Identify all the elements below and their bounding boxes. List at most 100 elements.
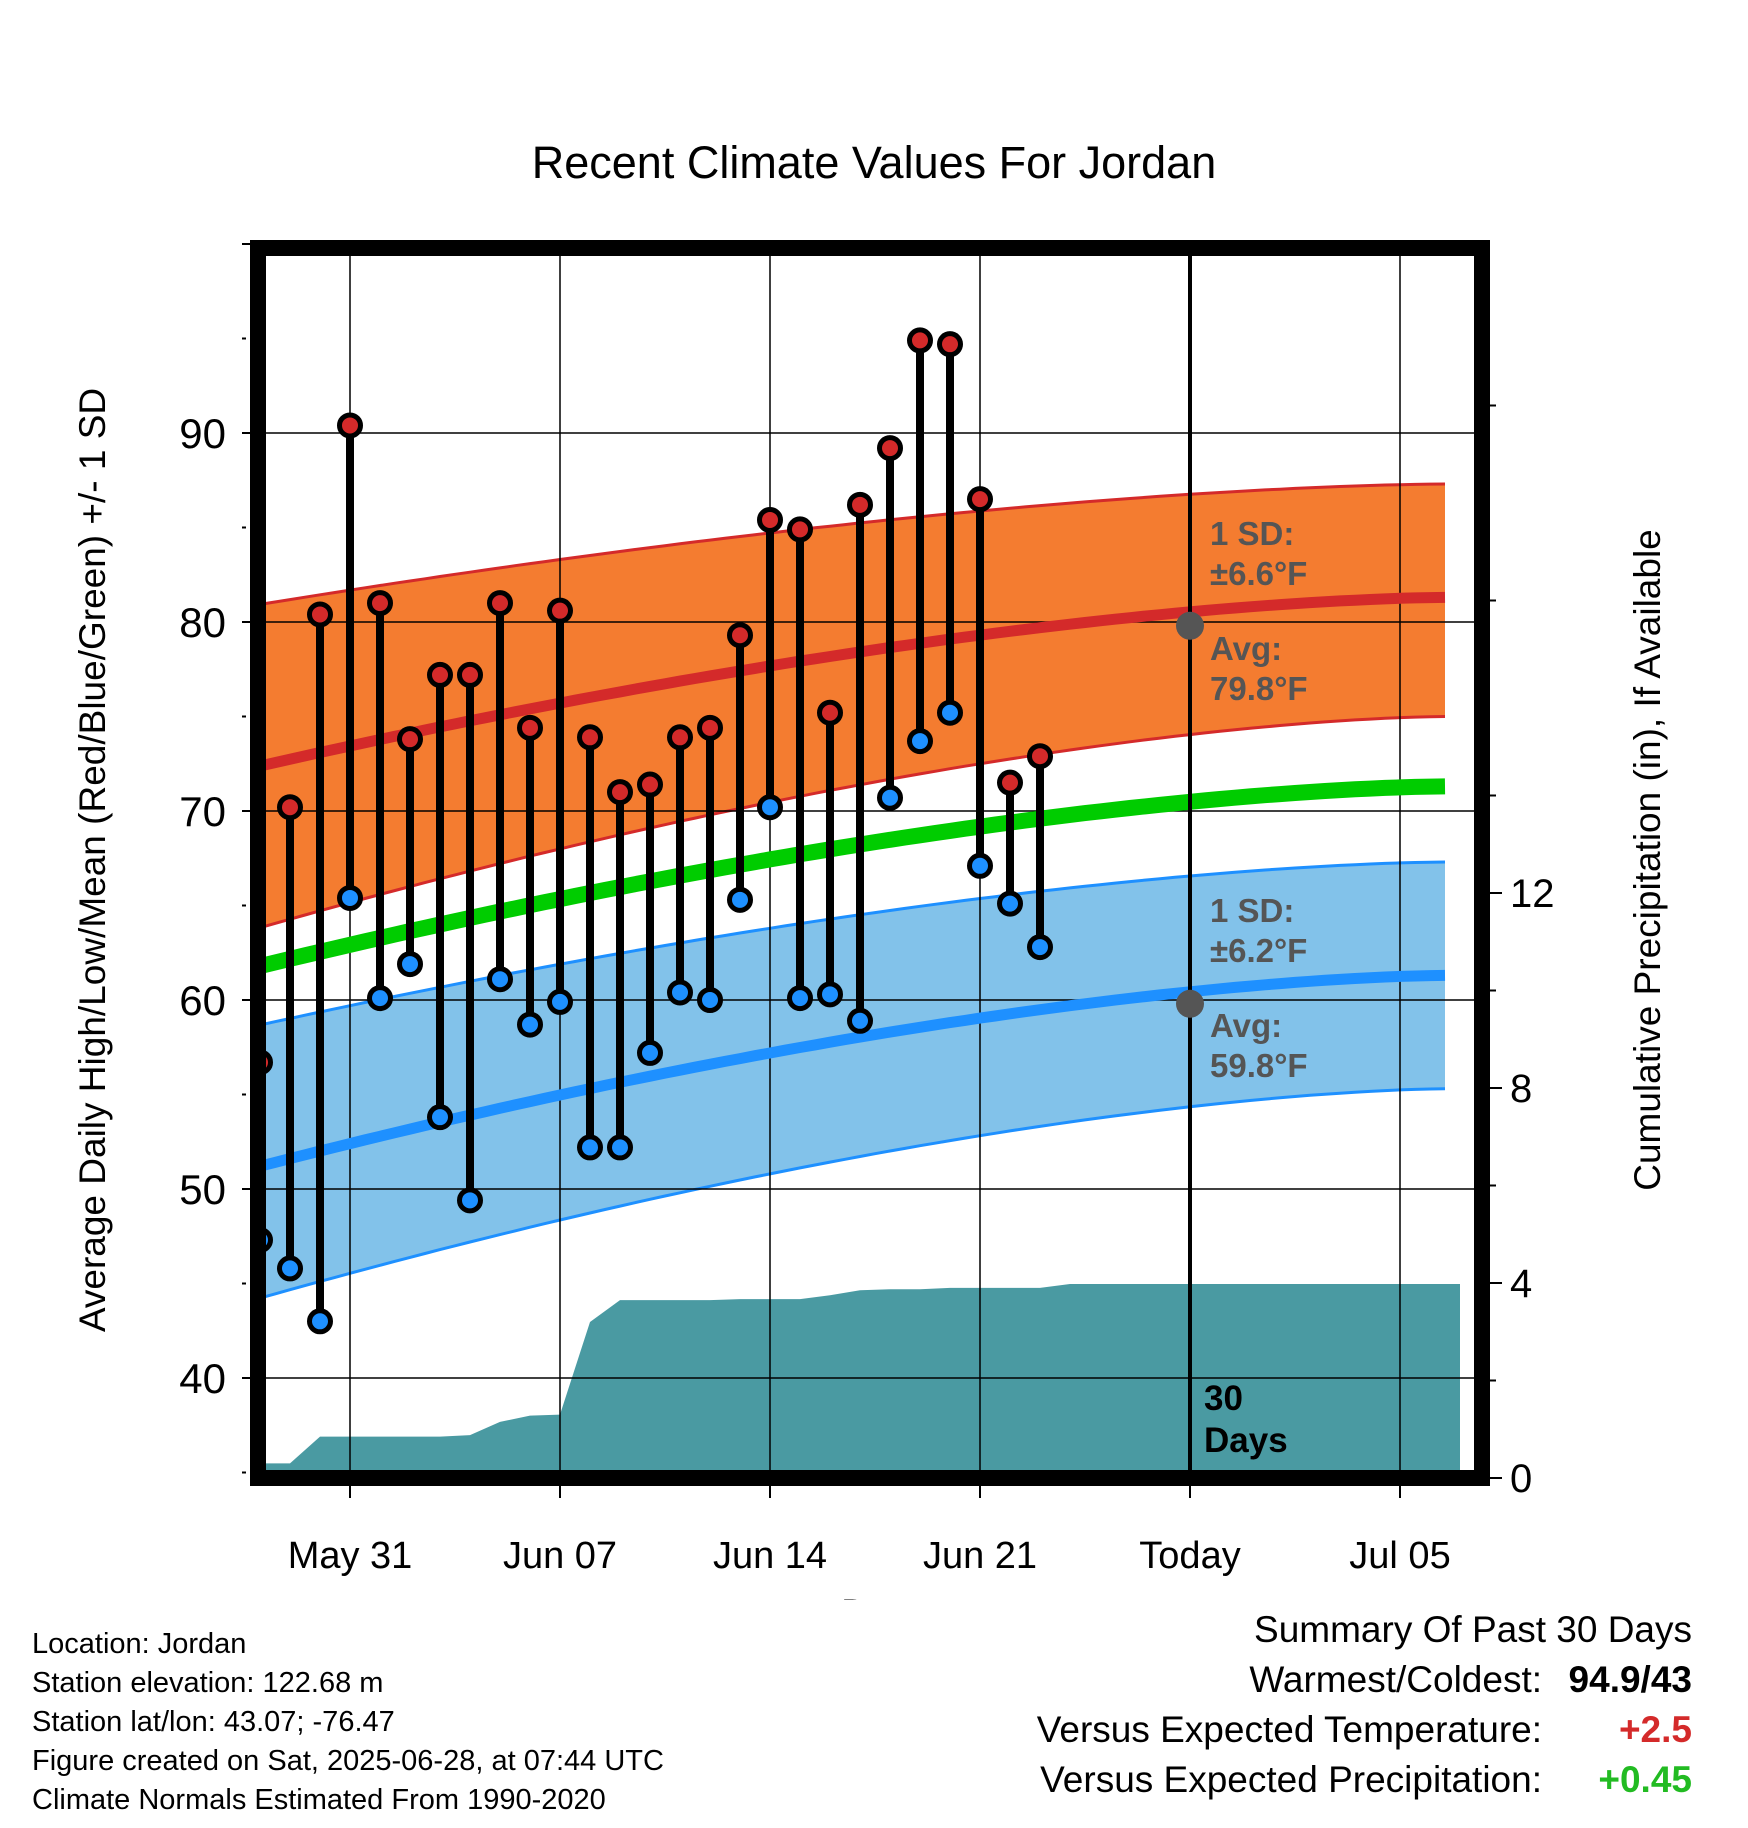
low-point bbox=[220, 1241, 241, 1262]
high-point bbox=[190, 708, 211, 729]
high-point bbox=[787, 516, 813, 543]
high-point bbox=[337, 412, 363, 439]
station-info: Location: Jordan Station elevation: 122.… bbox=[32, 1625, 664, 1820]
high-avg-annotation-line: Avg: bbox=[1210, 630, 1282, 667]
y-tick-label: 60 bbox=[179, 977, 226, 1024]
summary-panel: Summary Of Past 30 Days Warmest/Coldest:… bbox=[792, 1605, 1692, 1805]
precip-area bbox=[258, 1284, 1460, 1478]
low-avg-annotation-line: Avg: bbox=[1210, 1007, 1282, 1044]
x-tick-label: Jun 07 bbox=[503, 1535, 617, 1577]
high-point bbox=[997, 769, 1023, 796]
low-point bbox=[667, 979, 693, 1006]
high-point bbox=[877, 435, 903, 462]
latlon-text: Station lat/lon: 43.07; -76.47 bbox=[32, 1706, 395, 1738]
high-point bbox=[367, 590, 393, 617]
elevation-text: Station elevation: 122.68 m bbox=[32, 1667, 384, 1699]
low-point bbox=[337, 884, 363, 911]
y2-tick-label: 8 bbox=[1510, 1067, 1532, 1111]
y-tick-label: 40 bbox=[179, 1355, 226, 1402]
low-point bbox=[697, 987, 723, 1013]
low-point bbox=[637, 1039, 663, 1066]
high-point bbox=[757, 506, 783, 533]
low-avg-annotation: Avg: 59.8°F bbox=[1210, 1007, 1308, 1084]
high-point bbox=[1027, 743, 1053, 770]
high-point bbox=[937, 331, 963, 358]
y2-tick-label: 12 bbox=[1510, 872, 1555, 916]
x-tick-label: Jun 21 bbox=[923, 1535, 1037, 1577]
y-tick-label: 80 bbox=[179, 599, 226, 646]
y2-tick-label: 4 bbox=[1510, 1262, 1532, 1306]
low-point bbox=[997, 890, 1023, 917]
low-point bbox=[307, 1308, 333, 1335]
high-point bbox=[397, 726, 423, 753]
low-point bbox=[907, 728, 933, 755]
high-upper-line bbox=[258, 482, 1446, 607]
high-sd-annotation-line: ±6.6°F bbox=[1210, 555, 1307, 592]
climate-chart: Recent Climate Values For Jordan 1 SD: ±6… bbox=[72, 137, 1668, 1600]
high-point bbox=[547, 597, 573, 624]
x-tick-label: Jun 14 bbox=[713, 1535, 827, 1577]
high-lower-line bbox=[258, 715, 1446, 930]
high-point bbox=[517, 714, 543, 741]
high-point bbox=[307, 601, 333, 628]
low-point bbox=[397, 951, 423, 978]
high-point bbox=[847, 491, 873, 518]
high-point bbox=[637, 771, 663, 798]
high-point bbox=[817, 699, 843, 726]
low-point bbox=[190, 1127, 211, 1148]
temp-label: Versus Expected Temperature: bbox=[1036, 1709, 1542, 1750]
high-point bbox=[697, 714, 723, 741]
low-point bbox=[517, 1011, 543, 1038]
low-point bbox=[547, 988, 573, 1015]
high-avg-marker bbox=[1176, 611, 1204, 640]
today-days-label: 30 Days bbox=[1204, 1379, 1288, 1460]
y-axis-label: Average Daily High/Low/Mean (Red/Blue/Gr… bbox=[72, 388, 113, 1332]
low-point bbox=[817, 981, 843, 1008]
low-point bbox=[487, 966, 513, 993]
low-point bbox=[277, 1255, 303, 1282]
plot-frame bbox=[250, 240, 1490, 1486]
warmest-label: Warmest/Coldest: bbox=[1249, 1659, 1542, 1700]
high-point bbox=[967, 486, 993, 513]
low-point bbox=[427, 1104, 453, 1131]
low-point bbox=[457, 1187, 483, 1214]
high-point bbox=[907, 327, 933, 354]
x-tick-label: Jul 05 bbox=[1349, 1535, 1450, 1577]
low-point bbox=[577, 1134, 603, 1161]
low-point bbox=[847, 1007, 873, 1034]
warmest-value: 94.9/43 bbox=[1568, 1659, 1692, 1700]
low-point bbox=[967, 852, 993, 879]
low-point bbox=[1027, 934, 1053, 961]
high-point bbox=[667, 724, 693, 751]
high-sd-annotation: 1 SD: ±6.6°F bbox=[1210, 515, 1307, 592]
today-days-label-line: 30 bbox=[1204, 1379, 1243, 1418]
y-tick-label: 70 bbox=[179, 788, 226, 835]
today-days-label-line: Days bbox=[1204, 1421, 1288, 1460]
low-avg-marker bbox=[1176, 989, 1204, 1018]
chart-title: Recent Climate Values For Jordan bbox=[532, 137, 1216, 188]
high-point bbox=[577, 724, 603, 751]
x-tick-label: May 31 bbox=[288, 1535, 413, 1577]
high-avg-annotation-line: 79.8°F bbox=[1210, 670, 1308, 707]
x-tick-label: Today bbox=[1139, 1535, 1240, 1577]
precip-label: Versus Expected Precipitation: bbox=[1040, 1759, 1542, 1800]
y2-tick-label: 0 bbox=[1510, 1457, 1532, 1501]
low-sd-annotation-line: ±6.2°F bbox=[1210, 932, 1307, 969]
mean-avg-line bbox=[258, 778, 1446, 975]
low-point bbox=[787, 985, 813, 1012]
temp-value: +2.5 bbox=[1618, 1709, 1692, 1750]
low-point bbox=[607, 1134, 633, 1161]
low-point bbox=[367, 985, 393, 1012]
y-tick-label: 90 bbox=[179, 410, 226, 457]
high-point bbox=[160, 810, 181, 831]
summary-title: Summary Of Past 30 Days bbox=[1254, 1609, 1692, 1650]
high-point bbox=[457, 661, 483, 688]
high-avg-annotation: Avg: 79.8°F bbox=[1210, 630, 1308, 707]
high-point bbox=[277, 794, 303, 821]
low-sd-annotation-line: 1 SD: bbox=[1210, 892, 1294, 929]
high-point bbox=[487, 590, 513, 617]
low-point bbox=[877, 784, 903, 811]
x-axis-label: Day bbox=[841, 1592, 907, 1600]
low-lower-line bbox=[258, 1087, 1446, 1301]
